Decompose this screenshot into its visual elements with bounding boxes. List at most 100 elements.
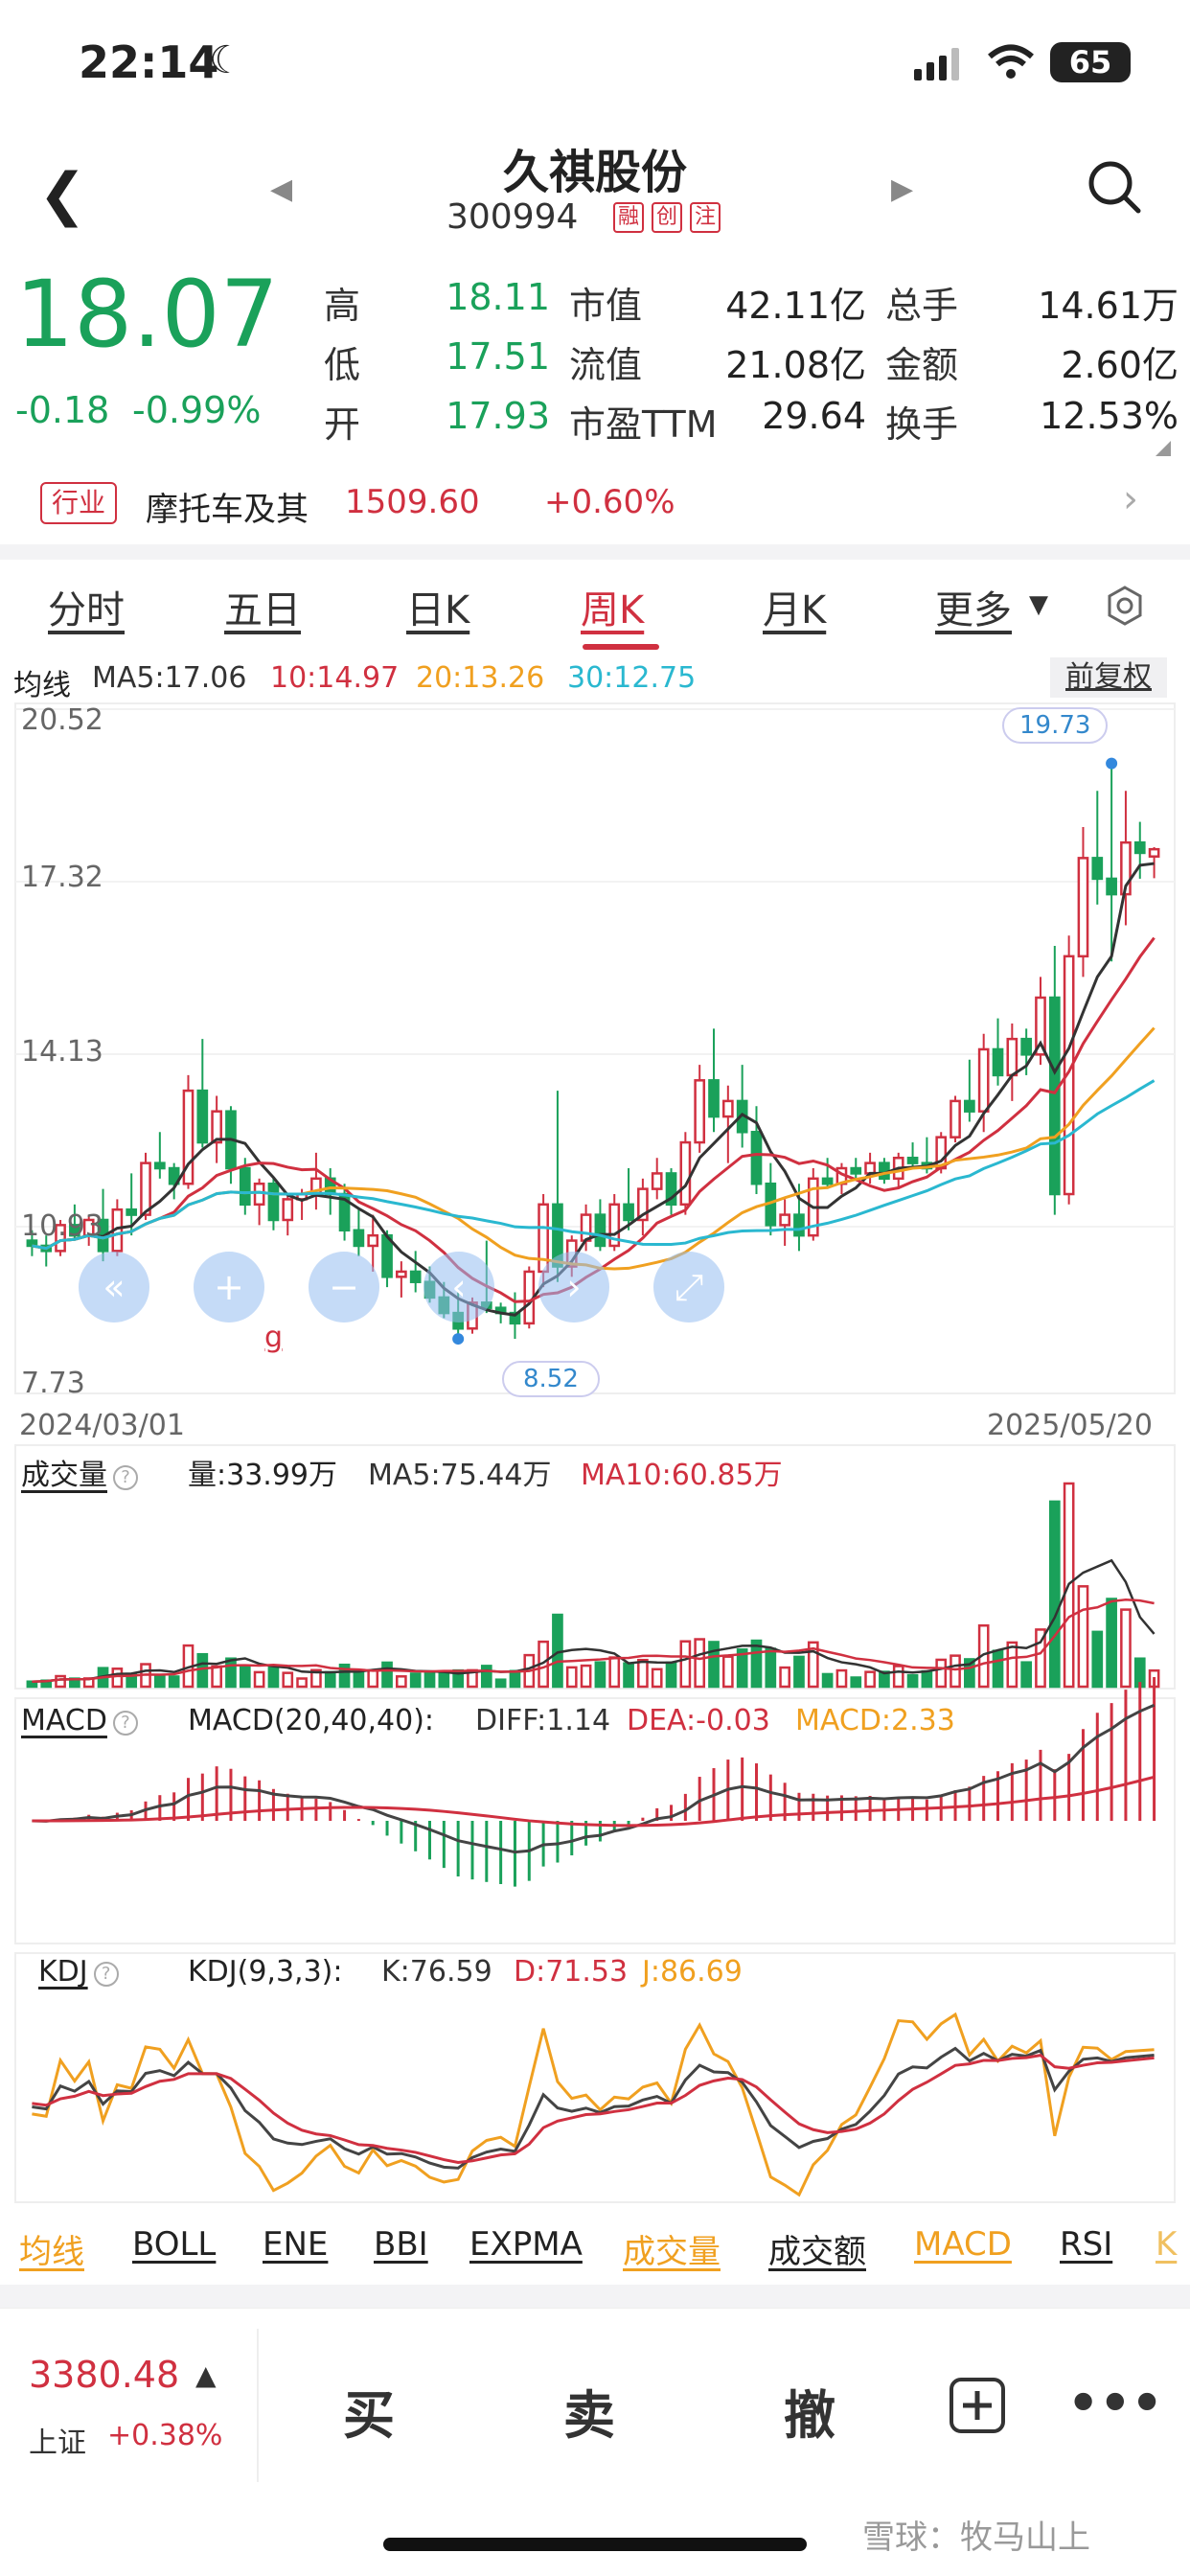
help-icon[interactable]: ?	[93, 1962, 119, 1987]
ind-tab-ma[interactable]: 均线	[19, 2233, 84, 2271]
kdj-label[interactable]: KDJ?	[38, 1955, 119, 1989]
volume-ma5-line	[32, 1558, 1156, 1683]
volume-bar	[651, 1668, 663, 1689]
tab-five-day[interactable]: 五日	[224, 588, 301, 632]
volume-bar	[310, 1668, 322, 1689]
adjust-button[interactable]: 前复权	[1050, 657, 1167, 698]
candle-body	[409, 1270, 422, 1283]
divider	[257, 2329, 259, 2482]
scroll-right-icon[interactable]: ›	[538, 1252, 609, 1322]
candle-body	[253, 1182, 265, 1207]
index-value[interactable]: 3380.48	[29, 2354, 180, 2396]
tab-weekly-k[interactable]: 周K	[581, 588, 645, 632]
kdj-j-line	[32, 2012, 1155, 2197]
industry-index: 1509.60	[345, 483, 480, 521]
ma10-value: 10:14.97	[270, 661, 400, 695]
candle-body	[239, 1166, 251, 1207]
zoom-out-icon[interactable]: −	[309, 1252, 379, 1322]
industry-name[interactable]: 摩托车及其	[146, 491, 309, 529]
registration-tag[interactable]: 注	[690, 202, 721, 233]
volume-bar	[835, 1668, 848, 1689]
label-pe: 市盈TTM	[569, 403, 718, 446]
ind-tab-boll[interactable]: BOLL	[132, 2225, 217, 2264]
candle-body	[977, 1047, 990, 1113]
kline-chart[interactable]	[0, 702, 1190, 2235]
ind-tab-amount[interactable]: 成交额	[768, 2233, 866, 2271]
low-dot	[452, 1333, 465, 1346]
kdj-j: J:86.69	[642, 1955, 743, 1989]
label-high: 高	[324, 285, 361, 327]
candle-body	[1035, 996, 1046, 1056]
candle-body	[721, 1099, 734, 1118]
ind-tab-rsi[interactable]: RSI	[1060, 2225, 1113, 2264]
stock-name: 久祺股份	[502, 146, 687, 199]
settings-icon[interactable]	[1104, 585, 1146, 627]
scroll-left-icon[interactable]: ‹	[423, 1252, 494, 1322]
candle-body	[906, 1156, 919, 1164]
candle-body	[1133, 840, 1146, 855]
candle-body	[864, 1162, 876, 1175]
volume-bar	[225, 1657, 237, 1689]
volume-bar	[296, 1677, 308, 1689]
tab-daily-k[interactable]: 日K	[406, 588, 470, 632]
more-icon[interactable]: •••	[1067, 2375, 1163, 2432]
scroll-left-fast-icon[interactable]: «	[79, 1252, 149, 1322]
candle-body	[779, 1213, 790, 1227]
margin-tag[interactable]: 融	[613, 202, 644, 233]
triangle-up-icon: ▲	[195, 2359, 217, 2391]
macd-label[interactable]: MACD?	[21, 1704, 138, 1737]
candle-body	[182, 1089, 195, 1185]
chevron-right-icon[interactable]: ›	[1123, 477, 1138, 521]
label-float-cap: 流值	[569, 344, 643, 386]
candle-body	[608, 1203, 621, 1248]
volume-bar	[679, 1640, 692, 1689]
candle-body	[140, 1162, 151, 1216]
panel-frame	[14, 1444, 1176, 1690]
candle-body	[992, 1047, 1004, 1077]
value-open: 17.93	[446, 395, 550, 437]
volume-bar	[623, 1662, 634, 1689]
ind-tab-expma[interactable]: EXPMA	[469, 2225, 583, 2264]
ind-tab-volume[interactable]: 成交量	[623, 2233, 721, 2271]
chinext-tag[interactable]: 创	[652, 202, 682, 233]
macd-diff-line	[32, 1703, 1156, 1854]
volume-label[interactable]: 成交量?	[21, 1451, 138, 1493]
ind-tab-macd[interactable]: MACD	[914, 2225, 1012, 2264]
sell-button[interactable]: 卖	[563, 2385, 615, 2446]
label-market-cap: 市值	[569, 285, 643, 327]
expand-corner-icon[interactable]	[1156, 441, 1171, 456]
tab-monthly-k[interactable]: 月K	[763, 588, 827, 632]
buy-button[interactable]: 买	[343, 2385, 395, 2446]
fullscreen-icon[interactable]: ⤢	[653, 1252, 724, 1322]
caret-down-icon[interactable]: ▼	[1029, 590, 1048, 619]
volume-bar	[282, 1671, 294, 1689]
tab-intraday[interactable]: 分时	[48, 588, 125, 632]
search-icon[interactable]	[1087, 159, 1142, 215]
volume-bar	[353, 1670, 365, 1689]
volume-bar	[367, 1668, 379, 1689]
ind-tab-ene[interactable]: ENE	[263, 2225, 329, 2264]
prev-stock-button[interactable]: ◀	[270, 172, 293, 206]
volume-bar	[821, 1672, 834, 1689]
candle-body	[196, 1089, 209, 1144]
bottom-trade-bar	[0, 2308, 1190, 2576]
value-pe: 29.64	[762, 395, 866, 437]
tab-more[interactable]: 更多	[935, 588, 1012, 632]
ind-tab-kdj[interactable]: K	[1156, 2225, 1178, 2264]
candle-body	[1120, 840, 1132, 896]
volume-bar	[1120, 1608, 1132, 1689]
volume-bar	[1077, 1585, 1089, 1689]
ind-tab-bbi[interactable]: BBI	[374, 2225, 428, 2264]
ma20-value: 20:13.26	[416, 661, 545, 695]
x-start-label: 2024/03/01	[19, 1409, 185, 1442]
help-icon[interactable]: ?	[112, 1711, 138, 1736]
candle-body	[1106, 877, 1117, 896]
zoom-in-icon[interactable]: +	[194, 1252, 264, 1322]
next-stock-button[interactable]: ▶	[891, 172, 914, 206]
volume-bar	[765, 1647, 777, 1689]
cancel-button[interactable]: 撤	[784, 2385, 835, 2446]
back-button[interactable]: ❮	[38, 161, 87, 228]
help-icon[interactable]: ?	[113, 1465, 138, 1490]
volume-bar	[239, 1666, 251, 1689]
add-watchlist-icon[interactable]	[949, 2377, 1006, 2434]
